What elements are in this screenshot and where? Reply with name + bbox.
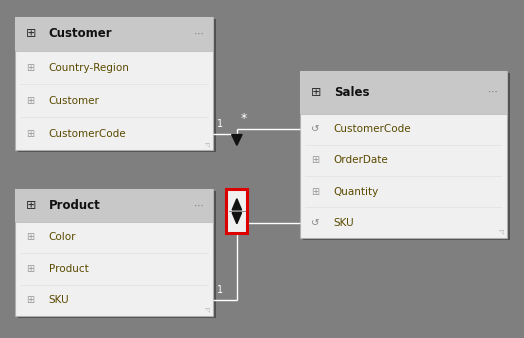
Bar — [18, 19, 216, 152]
Text: SKU: SKU — [334, 218, 354, 228]
Bar — [15, 189, 213, 316]
Text: ↺: ↺ — [311, 218, 320, 228]
Text: ◹: ◹ — [498, 231, 503, 236]
Text: Sales: Sales — [334, 86, 369, 99]
Text: ⊞: ⊞ — [26, 96, 35, 106]
Text: 1: 1 — [217, 119, 223, 129]
Text: OrderDate: OrderDate — [334, 155, 388, 165]
Text: *: * — [241, 206, 247, 219]
Text: ◹: ◹ — [204, 308, 209, 313]
Text: ↺: ↺ — [311, 124, 320, 134]
Bar — [15, 189, 213, 222]
Text: ⊞: ⊞ — [311, 187, 320, 197]
Text: ⊞: ⊞ — [26, 27, 37, 41]
Text: Color: Color — [49, 232, 76, 242]
Text: Product: Product — [49, 264, 89, 274]
Text: ⊞: ⊞ — [26, 63, 35, 73]
Text: ⊞: ⊞ — [26, 129, 35, 139]
Bar — [15, 17, 213, 150]
Text: CustomerCode: CustomerCode — [49, 129, 126, 139]
Text: ⋯: ⋯ — [193, 200, 203, 211]
Text: ⊞: ⊞ — [311, 155, 320, 165]
Text: ⊞: ⊞ — [311, 86, 322, 99]
Polygon shape — [232, 135, 242, 145]
Text: Quantity: Quantity — [334, 187, 379, 197]
Text: ⋯: ⋯ — [487, 87, 497, 97]
Text: Customer: Customer — [49, 96, 100, 106]
Text: Customer: Customer — [49, 27, 112, 41]
Bar — [303, 73, 510, 240]
Text: ⊞: ⊞ — [26, 199, 37, 212]
Polygon shape — [232, 213, 242, 224]
Text: SKU: SKU — [49, 295, 69, 305]
Text: ⋯: ⋯ — [193, 29, 203, 39]
Bar — [18, 191, 216, 318]
Polygon shape — [232, 199, 242, 210]
Text: Country-Region: Country-Region — [49, 63, 129, 73]
Text: ◹: ◹ — [204, 143, 209, 148]
Bar — [15, 17, 213, 51]
Bar — [226, 189, 247, 233]
Text: ⊞: ⊞ — [26, 232, 35, 242]
Bar — [226, 189, 247, 233]
Bar — [300, 71, 507, 114]
Bar — [300, 71, 507, 238]
Text: CustomerCode: CustomerCode — [334, 124, 411, 134]
Text: Product: Product — [49, 199, 101, 212]
Text: ⊞: ⊞ — [26, 264, 35, 274]
Text: ⊞: ⊞ — [26, 295, 35, 305]
Text: *: * — [241, 112, 247, 125]
Text: 1: 1 — [217, 285, 223, 295]
